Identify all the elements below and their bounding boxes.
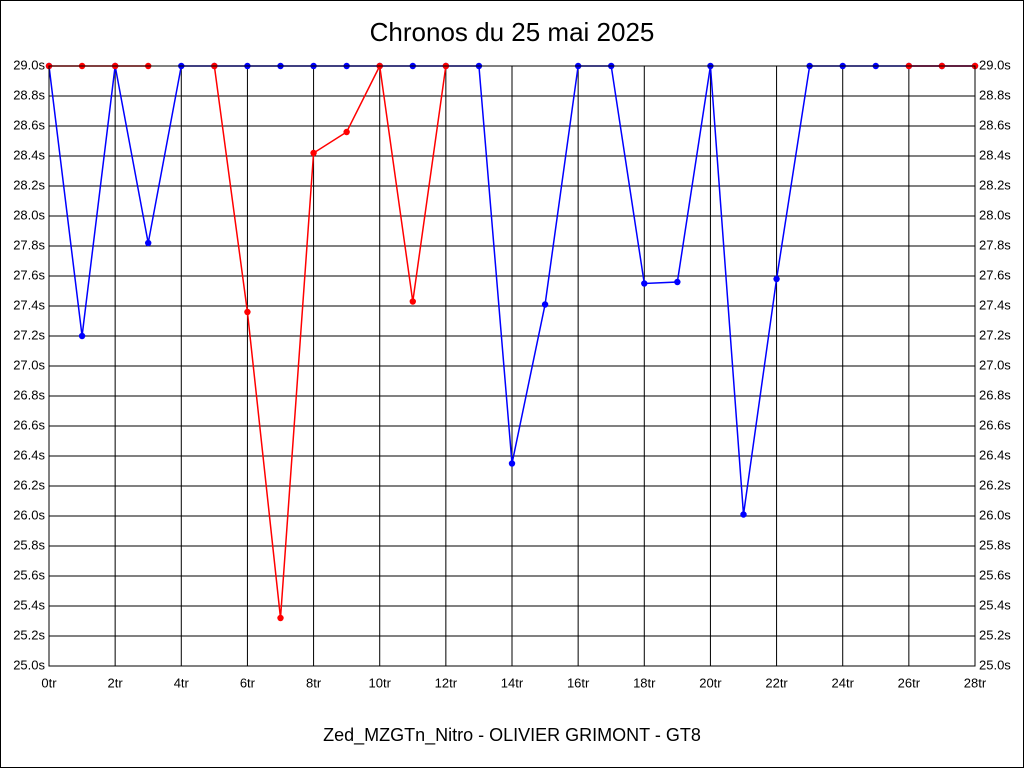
y2-tick-label: 27.8s [979,237,1011,252]
data-point [277,614,284,622]
y2-tick-label: 29.0s [979,57,1011,72]
x-tick-label: 2tr [108,675,124,690]
y2-tick-label: 28.4s [979,147,1011,162]
x-tick-label: 4tr [174,675,190,690]
y2-tick-label: 25.0s [979,657,1011,672]
y2-tick-label: 28.6s [979,117,1011,132]
x-tick-label: 10tr [369,675,392,690]
y-tick-label: 26.8s [13,387,45,402]
y-tick-label: 27.0s [13,357,45,372]
x-tick-label: 6tr [240,675,256,690]
y-tick-label: 29.0s [13,57,45,72]
y-tick-label: 28.4s [13,147,45,162]
data-point [508,460,516,467]
y-tick-label: 27.4s [13,297,45,312]
y-tick-label: 25.8s [13,537,45,552]
y2-tick-label: 25.6s [979,567,1011,582]
y-tick-label: 26.2s [13,477,45,492]
data-point [641,280,648,287]
y-tick-label: 28.0s [13,207,45,222]
x-tick-label: 8tr [306,675,322,690]
y-tick-label: 28.6s [13,117,45,132]
x-tick-label: 16tr [567,675,590,690]
y2-tick-label: 28.8s [979,87,1011,102]
data-point [343,128,350,136]
data-point [674,278,681,286]
plot-border [48,65,976,667]
data-point [541,301,549,308]
y2-tick-label: 26.2s [979,477,1011,492]
x-tick-label: 26tr [898,675,921,690]
y-tick-label: 27.6s [13,267,45,282]
data-point [244,308,251,316]
y-tick-label: 26.0s [13,507,45,522]
y-tick-label: 26.6s [13,417,45,432]
y2-tick-label: 25.8s [979,537,1011,552]
y-tick-label: 25.4s [13,597,45,612]
y-tick-label: 28.2s [13,177,45,192]
y-tick-label: 25.6s [13,567,45,582]
y2-tick-label: 25.4s [979,597,1011,612]
y2-tick-label: 28.2s [979,177,1011,192]
y-tick-label: 25.2s [13,627,45,642]
x-tick-label: 14tr [501,675,524,690]
data-point [773,275,780,283]
y2-tick-label: 25.2s [979,627,1011,642]
y2-tick-label: 26.0s [979,507,1011,522]
y-tick-label: 28.8s [13,87,45,102]
x-tick-label: 28tr [964,675,987,690]
data-point [740,511,747,518]
y2-tick-label: 27.6s [979,267,1011,282]
data-point [310,149,317,157]
y2-tick-label: 26.8s [979,387,1011,402]
x-tick-label: 22tr [765,675,788,690]
y2-tick-label: 27.4s [979,297,1011,312]
y-tick-label: 25.0s [13,657,45,672]
x-tick-label: 18tr [633,675,656,690]
y2-tick-label: 27.0s [979,357,1011,372]
y2-tick-label: 26.4s [979,447,1011,462]
x-tick-label: 20tr [699,675,722,690]
x-axis-label: Zed_MZGTn_Nitro - OLIVIER GRIMONT - GT8 [323,725,701,746]
y-tick-label: 27.2s [13,327,45,342]
y2-tick-label: 26.6s [979,417,1011,432]
x-tick-label: 0tr [41,675,57,690]
y2-tick-label: 28.0s [979,207,1011,222]
data-point [409,298,416,305]
data-point [145,239,152,247]
y-tick-label: 27.8s [13,237,45,252]
x-tick-label: 12tr [435,675,458,690]
chart-title: Chronos du 25 mai 2025 [370,17,655,47]
y-tick-label: 26.4s [13,447,45,462]
y2-tick-label: 27.2s [979,327,1011,342]
data-point [78,332,86,340]
x-tick-label: 24tr [832,675,855,690]
